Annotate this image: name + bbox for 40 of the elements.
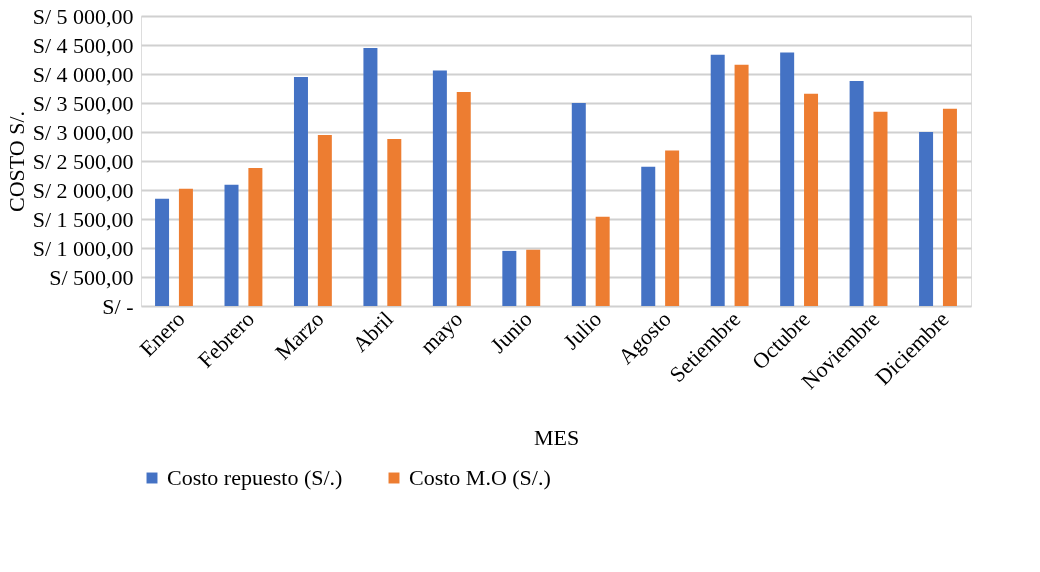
bar [456,91,471,306]
x-axis-title: MES [533,425,580,451]
bar [224,184,239,306]
bar [942,108,957,306]
bar [665,150,680,306]
y-tick-label: S/ 1 000,00 [32,235,134,261]
bar [526,249,541,306]
bar [502,250,517,306]
bar [363,47,378,306]
bar [595,216,610,306]
bar [293,76,308,306]
bar [317,134,332,306]
legend-label: Costo M.O (S/.) [409,465,551,490]
y-tick-label: S/ 2 500,00 [32,148,134,174]
bar [432,70,447,306]
y-tick-label: S/ 2 000,00 [32,177,134,203]
bar [710,54,725,306]
bar [873,111,888,306]
y-tick-label: S/ 500,00 [49,264,134,290]
bar [178,188,193,306]
y-tick-label: S/ 5 000,00 [32,3,134,29]
y-tick-label: S/ - [102,293,134,319]
bar [849,80,864,306]
bar [919,132,934,306]
bar [804,93,819,306]
bar [155,198,170,306]
x-tick-label: Julio [558,306,607,355]
y-tick-label: S/ 1 500,00 [32,206,134,232]
y-tick-label: S/ 3 500,00 [32,90,134,116]
bar [248,167,263,306]
y-tick-label: S/ 4 500,00 [32,32,134,58]
bar [571,103,586,306]
bar [387,138,402,306]
bar [734,64,749,306]
bar [780,52,795,306]
y-tick-label: S/ 3 000,00 [32,119,134,145]
y-tick-label: S/ 4 000,00 [32,61,134,87]
y-axis-title: COSTO S/. [3,110,29,213]
legend-label: Costo repuesto (S/.) [167,465,343,490]
bar [641,166,656,306]
